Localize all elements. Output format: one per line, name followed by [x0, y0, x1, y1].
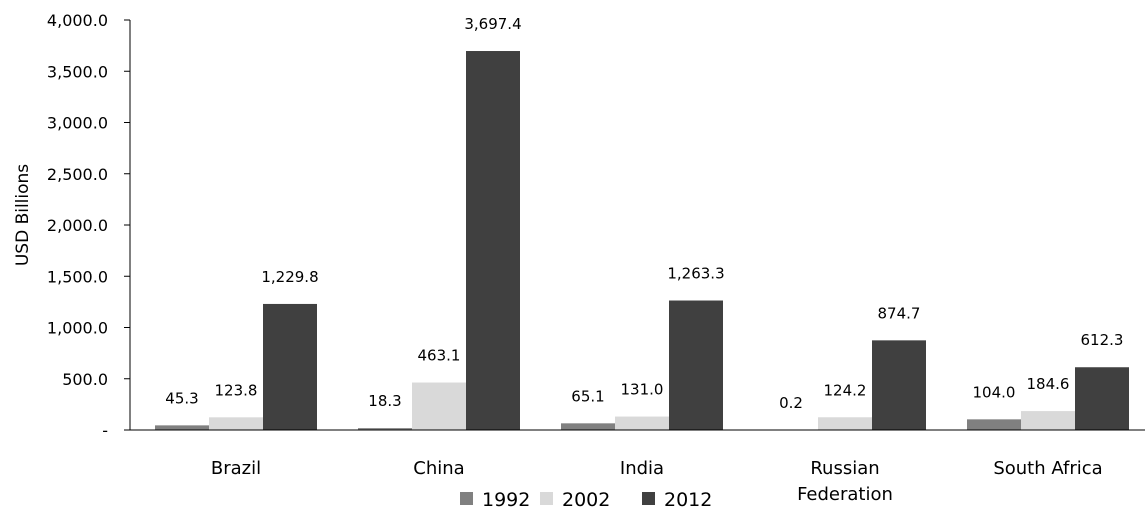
data-label: 1,229.8 [261, 268, 318, 286]
bar-2002-3 [818, 417, 872, 430]
y-tick-label: 4,000.0 [47, 11, 108, 30]
bar-1992-4 [967, 419, 1021, 430]
bar-2012-0 [263, 303, 317, 430]
category-label: China [413, 458, 464, 479]
bar-2012-3 [872, 340, 926, 430]
y-tick-label: 2,000.0 [47, 216, 108, 235]
bar-1992-1 [358, 428, 412, 430]
data-label: 131.0 [621, 381, 664, 399]
x-axis-category-labels: Brazil China India Russian Federation South A… [211, 458, 1103, 505]
data-label: 18.3 [368, 392, 401, 410]
legend-swatch-2002 [540, 492, 553, 505]
bar-1992-0 [155, 425, 209, 430]
category-label: Brazil [211, 458, 261, 479]
data-label: 0.2 [779, 394, 803, 412]
legend-swatch-2012 [642, 492, 655, 505]
bar-2002-0 [209, 417, 263, 430]
category-label: Federation [797, 484, 893, 505]
data-label: 124.2 [824, 381, 867, 399]
axes [129, 20, 1145, 431]
bar-2012-4 [1075, 367, 1129, 430]
bar-2012-2 [669, 300, 723, 430]
bar-2002-4 [1021, 411, 1075, 430]
data-label: 3,697.4 [464, 15, 521, 33]
data-label: 123.8 [215, 381, 258, 399]
bar-2002-2 [615, 416, 669, 430]
data-label: 463.1 [418, 347, 461, 365]
data-label: 45.3 [165, 389, 198, 407]
category-label: South Africa [993, 458, 1102, 479]
y-tick-label: 1,500.0 [47, 267, 108, 286]
y-tick-label: 3,000.0 [47, 114, 108, 133]
data-label: 65.1 [571, 387, 604, 405]
legend-swatch-1992 [460, 492, 473, 505]
y-axis-title: USD Billions [13, 164, 33, 266]
legend-label-1992: 1992 [482, 489, 530, 511]
y-tick-label: - [102, 421, 108, 440]
data-labels: 45.3 123.8 1,229.8 18.3 463.1 3,697.4 65.1 131.… [165, 15, 1123, 412]
legend-label-2012: 2012 [664, 489, 712, 511]
category-label: Russian [810, 458, 879, 479]
bar-2002-1 [412, 382, 466, 430]
category-label: India [620, 458, 664, 479]
y-tick-label: 500.0 [62, 370, 108, 389]
data-label: 612.3 [1081, 331, 1124, 349]
y-axis-ticks: - 500.0 1,000.0 1,500.0 2,000.0 2,500.0 3,000.… [47, 11, 130, 440]
data-label: 184.6 [1027, 375, 1070, 393]
bar-2012-1 [466, 51, 520, 430]
data-label: 1,263.3 [667, 265, 724, 283]
y-tick-label: 2,500.0 [47, 165, 108, 184]
data-label: 104.0 [973, 383, 1016, 401]
y-tick-label: 1,000.0 [47, 319, 108, 338]
bar-1992-2 [561, 423, 615, 430]
legend: 1992 2002 2012 [460, 489, 712, 511]
bars [155, 51, 1129, 430]
y-tick-label: 3,500.0 [47, 62, 108, 81]
data-label: 874.7 [878, 304, 921, 322]
legend-label-2002: 2002 [562, 489, 610, 511]
